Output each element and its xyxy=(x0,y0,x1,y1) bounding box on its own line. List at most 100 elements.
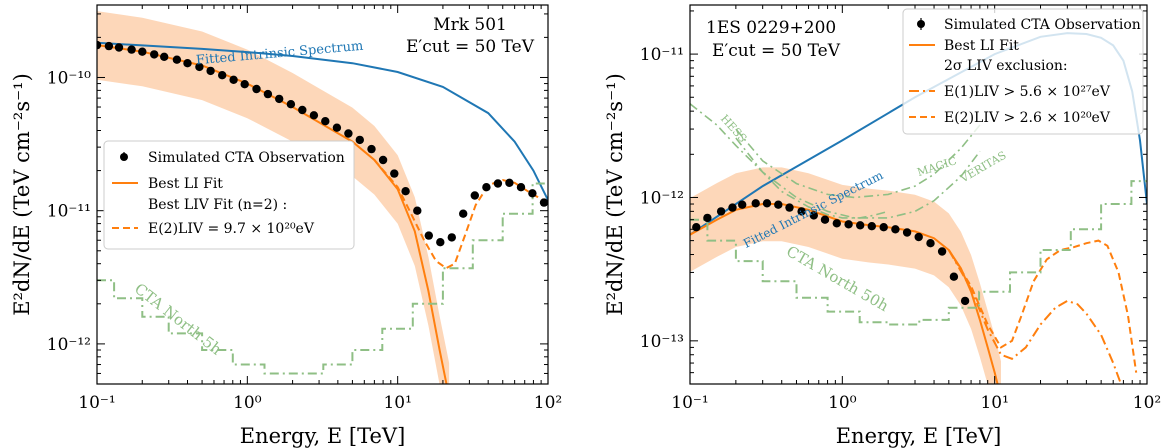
data-point xyxy=(378,155,388,165)
data-point xyxy=(692,223,701,232)
x-tick-label: 10¹ xyxy=(980,393,1008,413)
x-tick-label: 10² xyxy=(1133,393,1161,413)
axes-frame xyxy=(96,4,549,385)
data-point xyxy=(436,238,445,247)
series-fitted-intrinsic-spectrum xyxy=(97,41,548,201)
data-point xyxy=(902,228,912,237)
data-point xyxy=(539,198,548,207)
data-point xyxy=(195,62,204,72)
legend-entry: Best LI Fit xyxy=(148,176,223,192)
data-point xyxy=(820,215,830,224)
series-magic xyxy=(735,124,981,199)
data-point xyxy=(183,59,192,68)
data-point xyxy=(127,45,136,54)
data-point xyxy=(367,144,376,154)
data-point xyxy=(949,272,959,281)
legend-entry: E(2)LIV > 2.6 × 10²⁰eV xyxy=(944,110,1111,126)
data-point xyxy=(160,52,169,61)
legend: Simulated CTA Observation Best LI Fit 2σ L… xyxy=(902,8,1144,135)
data-point xyxy=(809,211,818,220)
data-point xyxy=(960,296,970,306)
x-tick-label: 10⁻¹ xyxy=(78,393,115,413)
x-axis-label: Energy, E [TeV] xyxy=(240,424,406,448)
data-point xyxy=(516,183,526,192)
data-point xyxy=(716,207,726,216)
data-point xyxy=(879,223,888,232)
x-tick-label: 10¹ xyxy=(383,393,411,413)
legend: Simulated CTA Observation Best LI Fit Best… xyxy=(103,140,355,250)
data-point xyxy=(286,100,296,109)
data-point xyxy=(321,117,330,126)
data-point xyxy=(856,221,865,230)
legend-box xyxy=(902,8,1144,135)
data-point xyxy=(309,111,319,120)
source-name: 1ES 0229+200 xyxy=(706,18,836,38)
data-point xyxy=(493,179,503,188)
data-point xyxy=(332,123,342,132)
veritas-label: VERITAS xyxy=(957,149,1008,186)
data-point xyxy=(252,84,261,94)
data-point xyxy=(844,220,853,229)
data-point xyxy=(914,232,923,242)
y-tick-label: 10⁻¹² xyxy=(640,188,684,208)
chart-panel-1: 10⁻¹ 10⁰ 10¹ 10² 10⁻¹² 10⁻¹¹ 10⁻¹⁰ Energy, E [T… xyxy=(10,4,562,448)
data-point xyxy=(104,41,114,51)
data-point xyxy=(97,40,102,50)
series-cta-north-50h xyxy=(690,180,1147,326)
y-tick-label: 10⁻¹² xyxy=(47,335,91,355)
data-point xyxy=(482,183,491,192)
data-point xyxy=(785,203,794,212)
data-point xyxy=(774,200,783,209)
data-point xyxy=(344,129,353,138)
uncertainty-band xyxy=(690,167,1001,384)
data-point xyxy=(229,75,238,85)
legend-entry: E(1)LIV > 5.6 × 10²⁷eV xyxy=(944,84,1111,100)
x-tick-label: 10⁰ xyxy=(828,393,857,413)
series-e-2-liv-2-6-10-ev xyxy=(947,239,1138,373)
y-tick-label: 10⁻¹¹ xyxy=(640,45,684,65)
series-hess xyxy=(690,103,889,219)
legend-entry: Best LIV Fit (n=2) : xyxy=(148,197,287,213)
y-tick-label: 10⁻¹³ xyxy=(640,332,684,352)
data-point xyxy=(114,43,124,52)
data-point xyxy=(150,50,159,59)
series-best-liv-fit-n-2 xyxy=(373,159,546,270)
data-point xyxy=(424,231,433,240)
legend-entry: Simulated CTA Observation xyxy=(148,150,345,166)
data-point xyxy=(751,199,760,208)
data-point xyxy=(728,203,737,212)
x-tick-label: 10⁰ xyxy=(233,393,262,413)
data-point xyxy=(762,199,772,208)
data-point xyxy=(390,169,399,178)
data-point xyxy=(172,55,182,64)
legend-marker-points xyxy=(917,20,925,28)
data-point xyxy=(355,135,364,145)
data-point xyxy=(891,225,900,234)
sensitivity-label: CTA North 5h xyxy=(131,280,225,359)
cutoff-energy: E′cut = 50 TeV xyxy=(712,41,841,61)
data-point xyxy=(505,178,514,187)
data-point xyxy=(401,187,410,196)
data-point xyxy=(413,206,422,215)
data-point xyxy=(298,105,307,115)
y-tick-label: 10⁻¹⁰ xyxy=(47,68,91,88)
hess-label: HESS xyxy=(718,112,749,145)
data-point xyxy=(206,66,215,76)
magic-label: MAGIC xyxy=(916,154,959,179)
axes-frame xyxy=(689,4,1148,385)
series-cta-north-5h xyxy=(97,182,548,375)
data-point xyxy=(528,189,537,198)
x-tick-label: 10⁻¹ xyxy=(671,393,708,413)
data-point xyxy=(138,47,147,56)
data-point xyxy=(218,71,227,80)
cutoff-energy: E′cut = 50 TeV xyxy=(406,37,535,57)
series-e-1-liv-5-6-10-ev xyxy=(947,249,1123,384)
data-point xyxy=(926,239,935,248)
y-axis-label: E²dN/dE (TeV cm⁻²s⁻¹) xyxy=(603,73,627,316)
data-point xyxy=(470,191,479,200)
legend-entry: 2σ LIV exclusion: xyxy=(944,58,1068,74)
data-point xyxy=(459,209,468,218)
source-name: Mrk 501 xyxy=(433,15,507,35)
data-point xyxy=(240,80,249,89)
